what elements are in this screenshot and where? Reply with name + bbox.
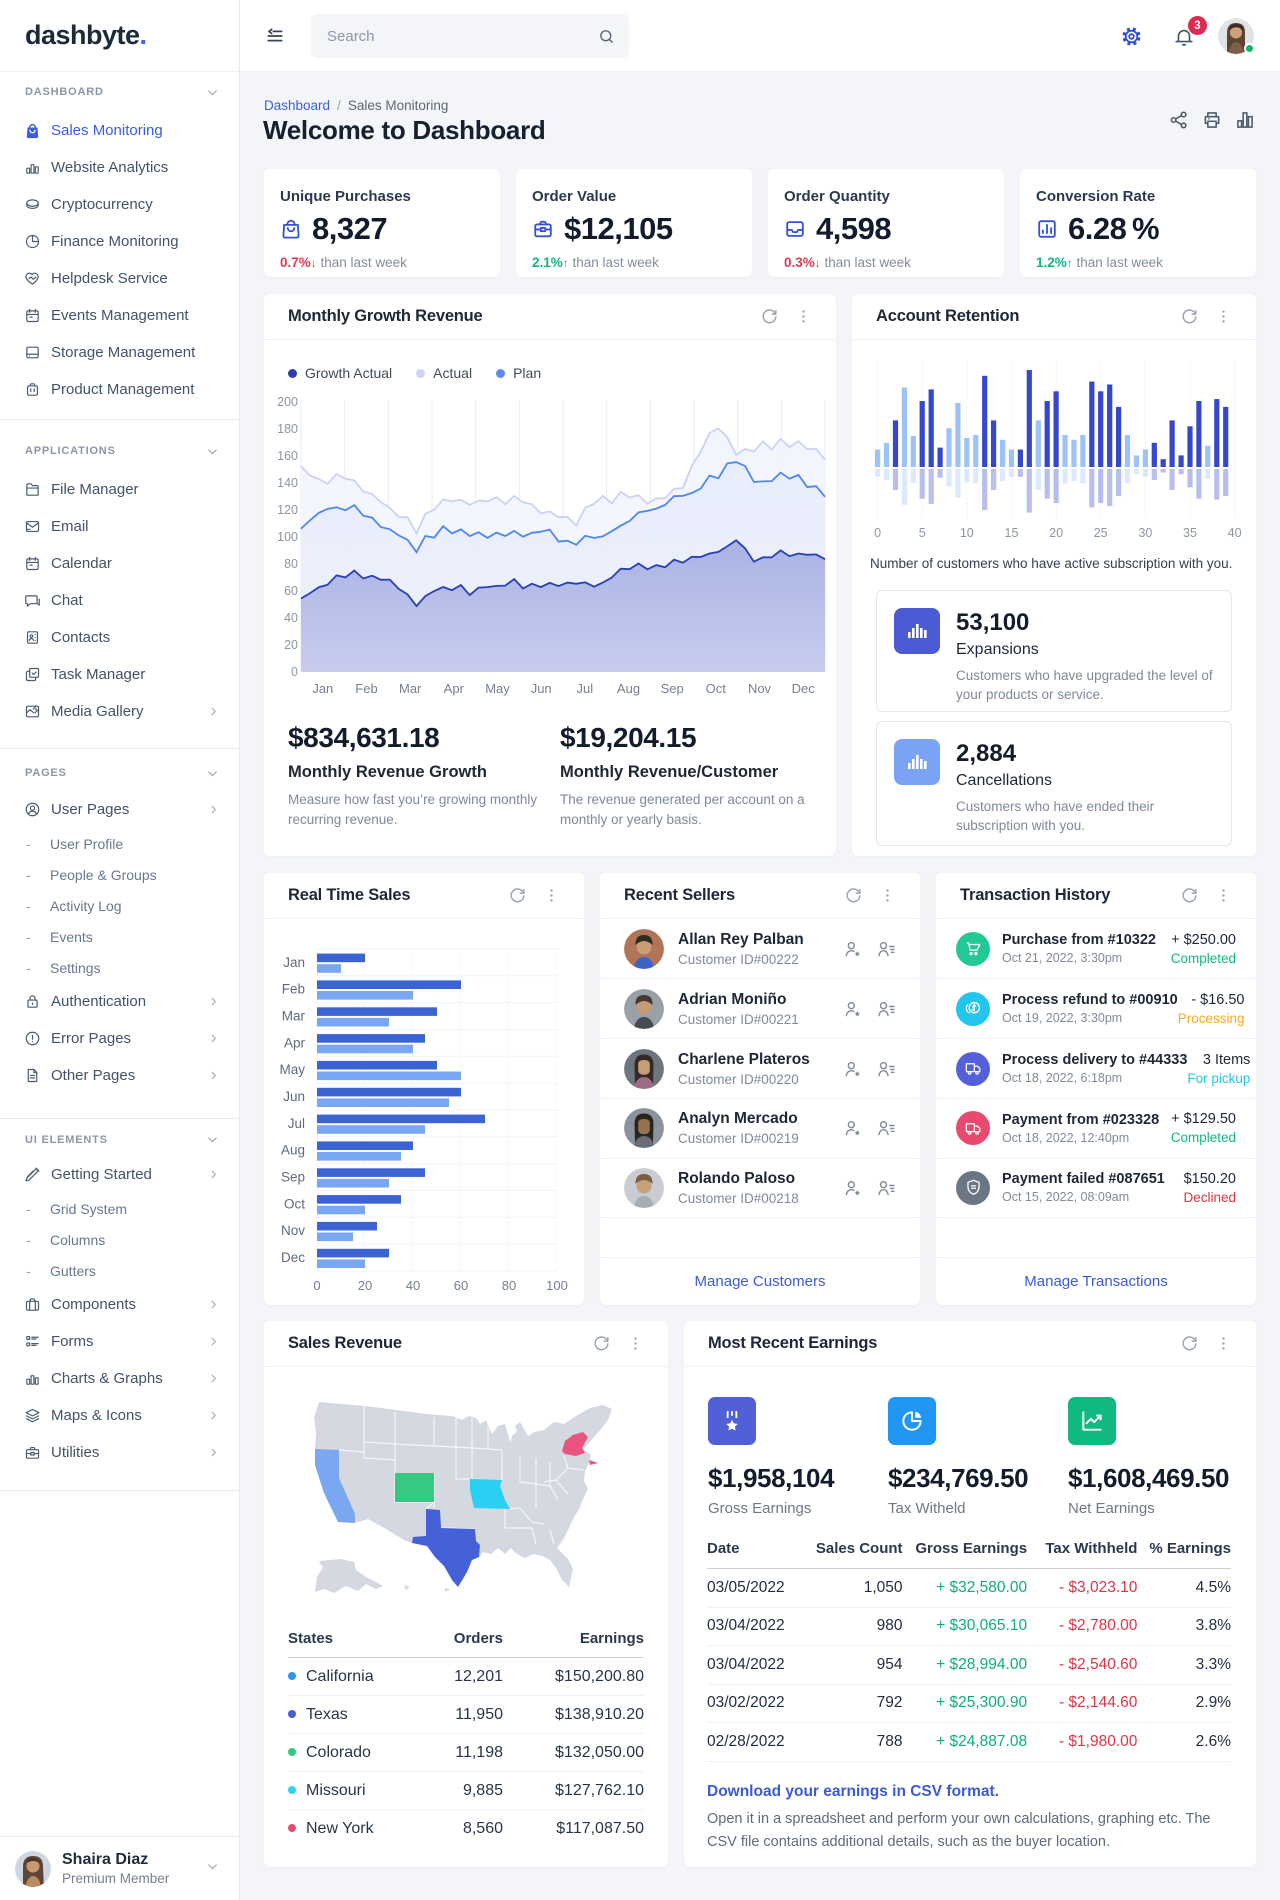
svg-text:Dec: Dec xyxy=(792,681,816,696)
svg-text:40: 40 xyxy=(406,1278,420,1293)
svg-text:180: 180 xyxy=(277,422,298,436)
svg-text:80: 80 xyxy=(502,1278,516,1293)
svg-text:Oct: Oct xyxy=(706,681,727,696)
svg-text:Aug: Aug xyxy=(281,1143,305,1158)
svg-text:100: 100 xyxy=(546,1278,568,1293)
svg-text:100: 100 xyxy=(277,530,298,544)
svg-text:Jul: Jul xyxy=(288,1116,305,1131)
svg-text:60: 60 xyxy=(454,1278,468,1293)
svg-text:Mar: Mar xyxy=(399,681,422,696)
svg-text:35: 35 xyxy=(1183,526,1197,540)
svg-text:0: 0 xyxy=(291,665,298,679)
svg-text:Nov: Nov xyxy=(281,1223,305,1238)
svg-text:Sep: Sep xyxy=(661,681,684,696)
svg-text:Nov: Nov xyxy=(748,681,772,696)
svg-text:25: 25 xyxy=(1094,526,1108,540)
svg-text:Aug: Aug xyxy=(617,681,640,696)
svg-text:Apr: Apr xyxy=(284,1035,306,1050)
svg-text:40: 40 xyxy=(284,611,298,625)
svg-text:Jan: Jan xyxy=(312,681,333,696)
svg-text:30: 30 xyxy=(1138,526,1152,540)
svg-text:Feb: Feb xyxy=(282,982,305,997)
svg-text:Jun: Jun xyxy=(283,1089,305,1104)
svg-text:10: 10 xyxy=(960,526,974,540)
svg-text:Jul: Jul xyxy=(576,681,593,696)
svg-text:200: 200 xyxy=(277,395,298,409)
svg-text:20: 20 xyxy=(1049,526,1063,540)
svg-text:140: 140 xyxy=(277,476,298,490)
svg-text:May: May xyxy=(279,1062,305,1077)
svg-text:Mar: Mar xyxy=(282,1009,306,1024)
svg-text:160: 160 xyxy=(277,449,298,463)
svg-text:120: 120 xyxy=(277,503,298,517)
svg-text:Jan: Jan xyxy=(283,955,305,970)
svg-text:0: 0 xyxy=(874,526,881,540)
svg-text:Dec: Dec xyxy=(281,1250,305,1265)
svg-text:15: 15 xyxy=(1005,526,1019,540)
svg-text:Sep: Sep xyxy=(281,1170,305,1185)
svg-text:0: 0 xyxy=(313,1278,320,1293)
svg-text:Feb: Feb xyxy=(355,681,377,696)
svg-text:60: 60 xyxy=(284,584,298,598)
svg-text:20: 20 xyxy=(284,638,298,652)
svg-text:5: 5 xyxy=(919,526,926,540)
svg-text:40: 40 xyxy=(1228,526,1242,540)
svg-text:80: 80 xyxy=(284,557,298,571)
svg-text:Oct: Oct xyxy=(284,1196,305,1211)
svg-text:May: May xyxy=(485,681,510,696)
svg-text:20: 20 xyxy=(358,1278,372,1293)
svg-text:Apr: Apr xyxy=(444,681,465,696)
svg-text:Jun: Jun xyxy=(531,681,552,696)
